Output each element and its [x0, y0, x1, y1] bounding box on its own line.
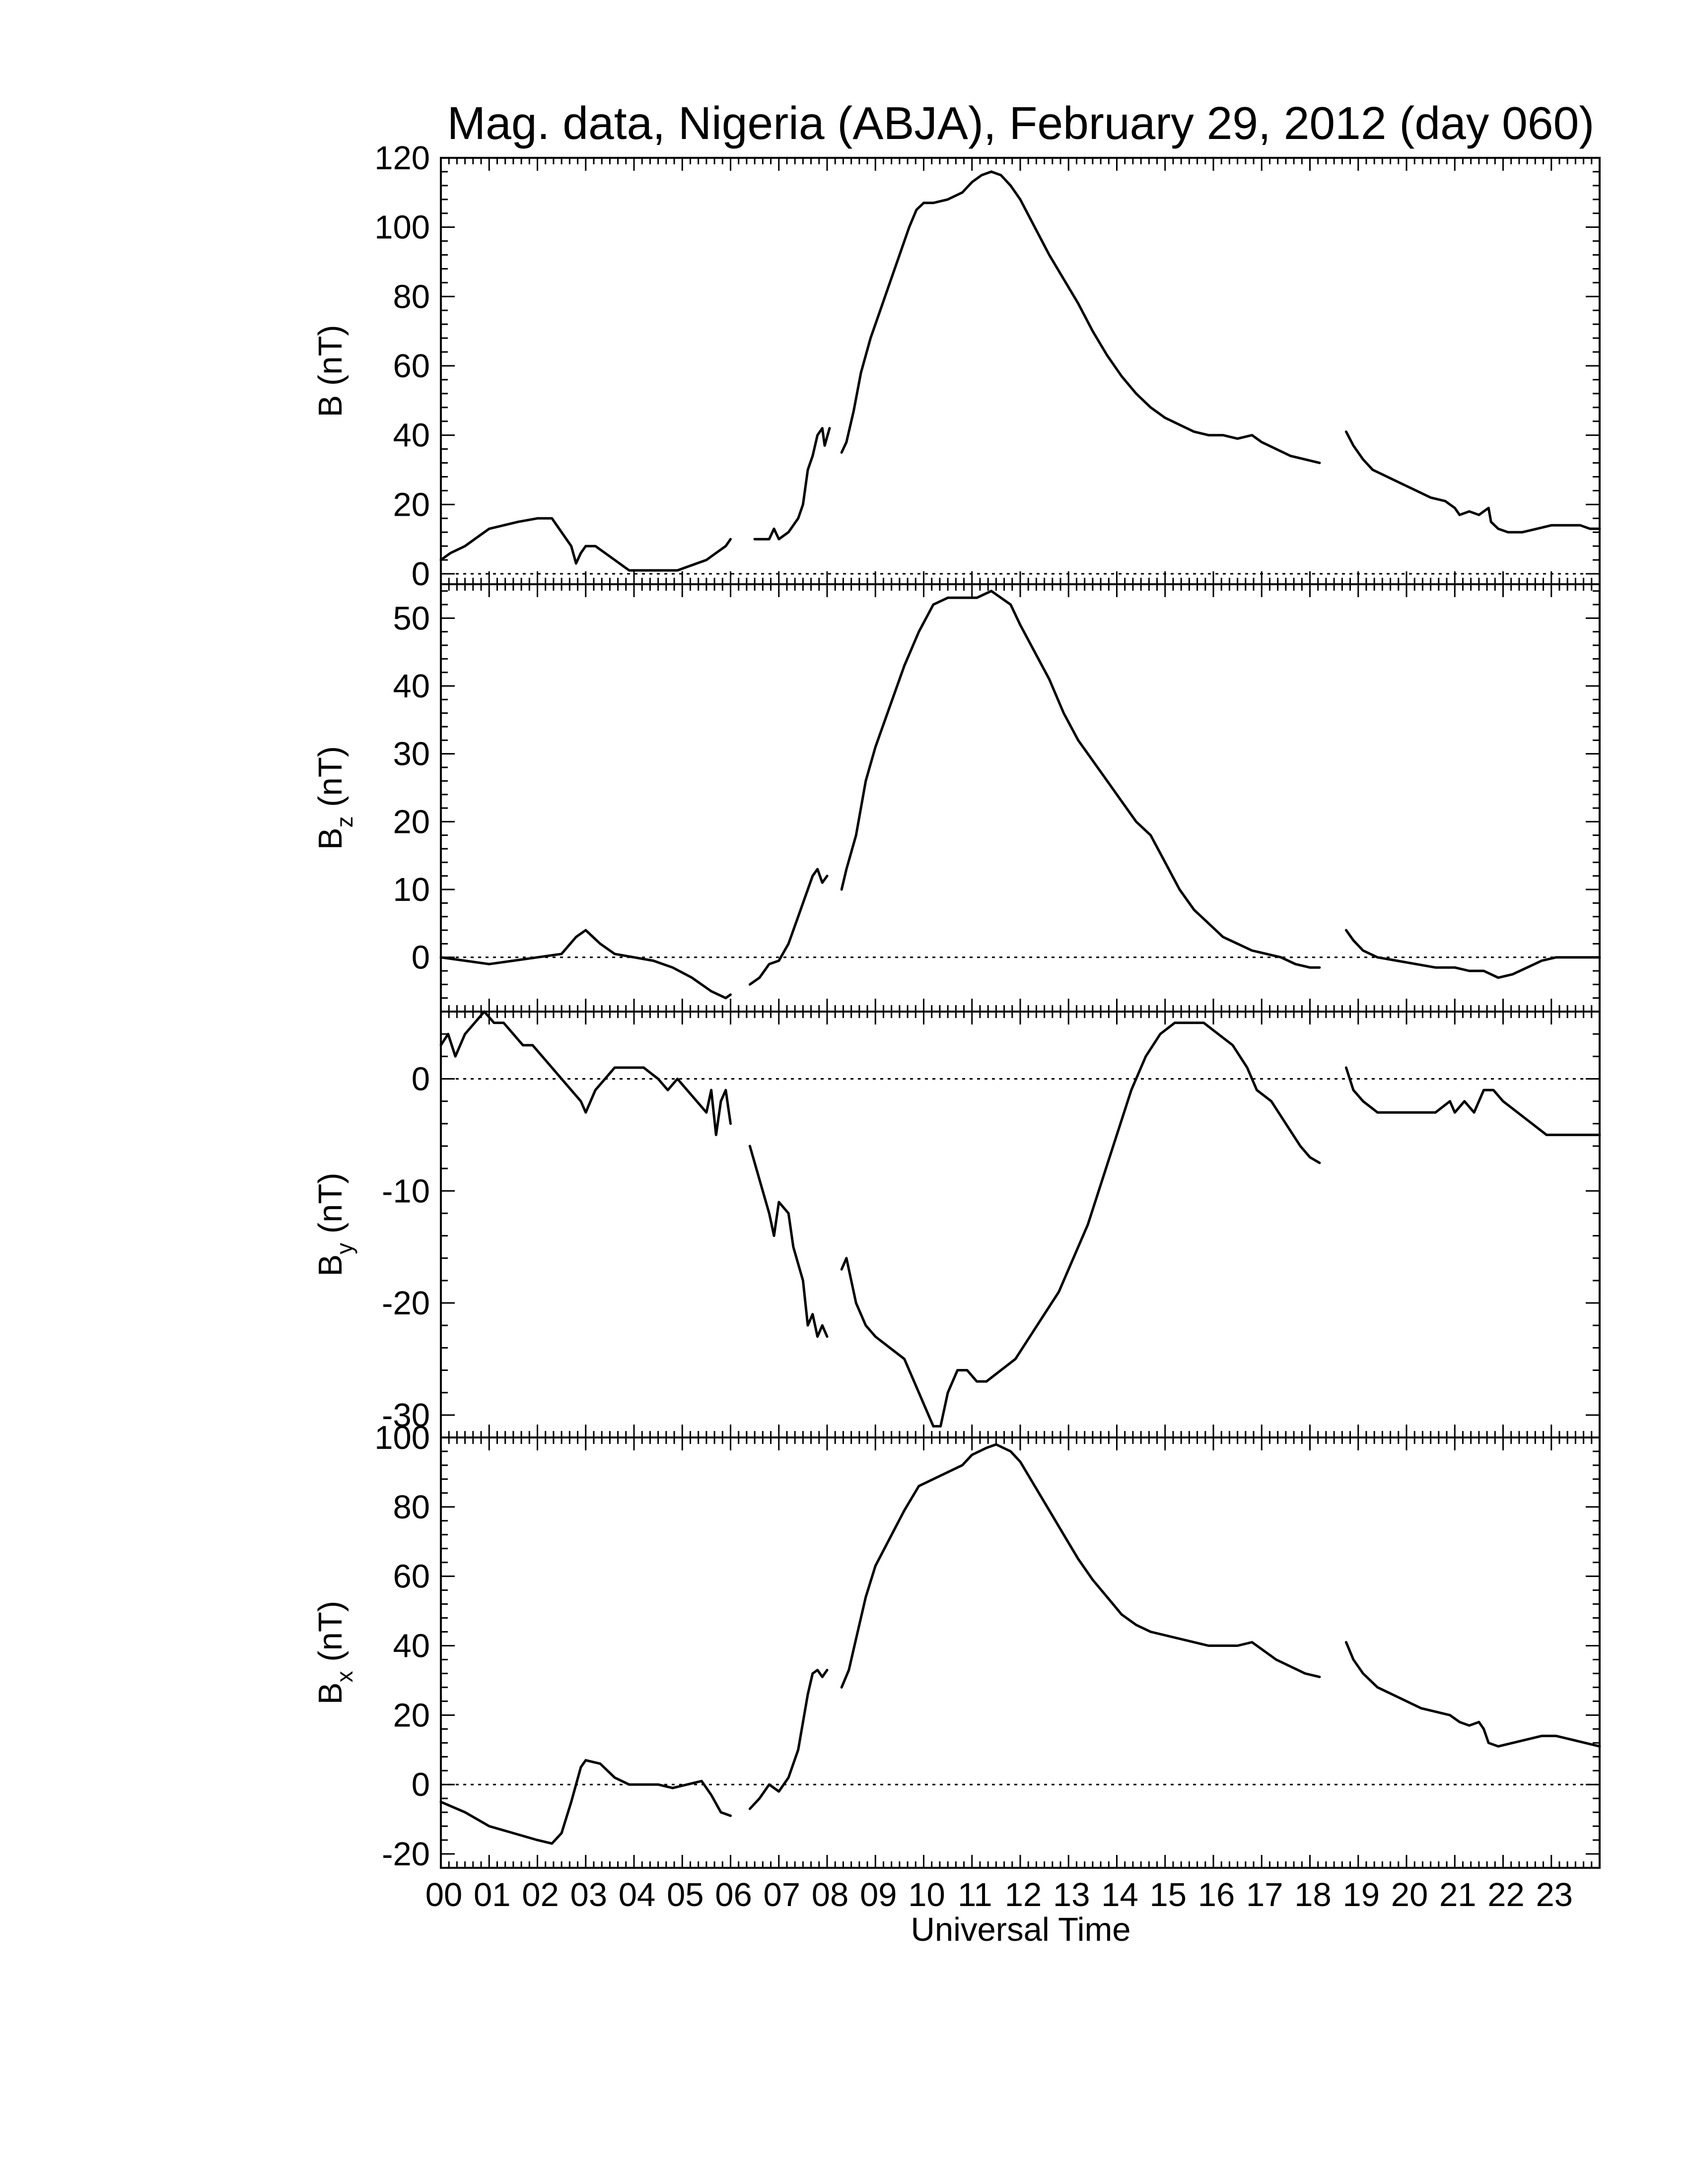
panels-group: 0 20 40 60 80 100 120 B (nT) 0 10 20 30 40 50 Bz (nT) -… — [312, 139, 1601, 1873]
x-tick-label: 12 — [1005, 1876, 1042, 1913]
y-axis-label: B (nT) — [312, 325, 349, 417]
x-tick-label: 02 — [522, 1876, 559, 1913]
series-line — [1344, 929, 1601, 979]
y-tick-label: 100 — [374, 1419, 430, 1456]
x-tick-label: 07 — [763, 1876, 800, 1913]
y-tick-label: 10 — [393, 871, 430, 908]
y-tick-label: 120 — [374, 139, 430, 177]
y-tick-label: -30 — [382, 1397, 430, 1434]
x-tick-label: 01 — [474, 1876, 511, 1913]
x-tick-label: 16 — [1198, 1876, 1235, 1913]
series-line — [1344, 1066, 1601, 1136]
panel-frame — [440, 157, 1601, 585]
y-tick-label: 50 — [393, 600, 430, 637]
y-tick-label: 60 — [393, 347, 430, 385]
y-tick-label: 60 — [393, 1558, 430, 1595]
series-line — [840, 1443, 1321, 1689]
series-line — [840, 1022, 1321, 1428]
series-line — [439, 517, 732, 572]
y-tick-label: -20 — [382, 1836, 430, 1873]
y-tick-label: 40 — [393, 1628, 430, 1665]
y-axis-label: Bz (nT) — [312, 746, 357, 850]
panel-1: 0 20 40 60 80 100 120 B (nT) — [312, 139, 1601, 593]
series-line — [439, 1759, 732, 1845]
panel-3: -30 -20 -10 0 By (nT) — [312, 1010, 1601, 1438]
y-tick-label: 0 — [412, 939, 430, 976]
y-tick-label: 0 — [412, 1060, 430, 1097]
x-axis-label: Universal Time — [911, 1911, 1130, 1948]
x-tick-label: 19 — [1342, 1876, 1380, 1913]
x-tick-label: 03 — [570, 1876, 607, 1913]
panel-frame — [440, 1011, 1601, 1438]
x-tick-label: 18 — [1294, 1876, 1332, 1913]
series-line — [439, 1010, 732, 1136]
series-line — [1344, 430, 1601, 534]
y-tick-label: 30 — [393, 736, 430, 773]
x-tick-label: 08 — [812, 1876, 849, 1913]
y-tick-label: 20 — [393, 803, 430, 840]
y-tick-label: 0 — [412, 1766, 430, 1803]
series-line — [439, 929, 732, 1000]
series-line — [1344, 1641, 1601, 1748]
series-line — [748, 868, 829, 986]
panel-frame — [440, 1436, 1601, 1869]
y-tick-label: 40 — [393, 417, 430, 454]
x-tick-label: 23 — [1536, 1876, 1573, 1913]
chart-title: Mag. data, Nigeria (ABJA), February 29, … — [447, 97, 1595, 149]
y-tick-label: 20 — [393, 486, 430, 523]
panel-frame — [440, 583, 1601, 1013]
x-tick-label: 15 — [1149, 1876, 1187, 1913]
x-tick-label: 17 — [1246, 1876, 1283, 1913]
y-tick-label: 0 — [412, 555, 430, 593]
x-tick-label: 09 — [860, 1876, 897, 1913]
y-tick-label: 80 — [393, 278, 430, 315]
x-tick-label: 20 — [1391, 1876, 1428, 1913]
x-tick-label: 10 — [908, 1876, 945, 1913]
y-tick-label: -10 — [382, 1172, 430, 1210]
x-tick-label: 21 — [1439, 1876, 1477, 1913]
y-tick-label: 40 — [393, 668, 430, 705]
x-tick-labels: 00 01 02 03 04 05 06 07 08 09 10 11 12 13 14 15 16 17 18 19… — [425, 1876, 1573, 1913]
series-line — [840, 590, 1321, 969]
y-tick-label: 100 — [374, 209, 430, 246]
x-tick-label: 22 — [1487, 1876, 1525, 1913]
y-tick-label: 20 — [393, 1697, 430, 1734]
y-axis-label: By (nT) — [312, 1172, 357, 1276]
x-tick-label: 05 — [667, 1876, 704, 1913]
x-tick-label: 04 — [619, 1876, 656, 1913]
y-tick-label: 80 — [393, 1489, 430, 1526]
x-tick-label: 11 — [958, 1876, 992, 1913]
x-tick-label: 06 — [715, 1876, 752, 1913]
x-tick-label: 00 — [425, 1876, 463, 1913]
y-tick-label: -20 — [382, 1285, 430, 1322]
x-tick-label: 13 — [1053, 1876, 1090, 1913]
panel-2: 0 10 20 30 40 50 Bz (nT) — [312, 583, 1601, 1013]
series-line — [748, 1669, 829, 1810]
series-line — [840, 170, 1321, 465]
series-line — [748, 1145, 829, 1338]
series-line — [753, 427, 831, 541]
y-axis-label: Bx (nT) — [312, 1601, 357, 1705]
panel-4: -20 0 20 40 60 80 100 Bx (nT) — [312, 1419, 1601, 1873]
x-tick-label: 14 — [1101, 1876, 1138, 1913]
